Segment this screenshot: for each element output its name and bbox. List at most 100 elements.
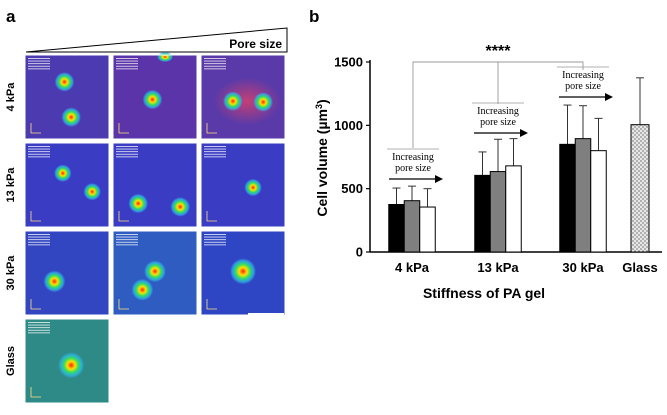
y-tick-label: 1500 <box>334 55 363 70</box>
tile-metadata-line <box>116 146 138 147</box>
tile-metadata-line <box>116 58 138 59</box>
tile-metadata-line <box>116 234 138 235</box>
y-tick-label: 0 <box>356 245 363 260</box>
tile-metadata-line <box>204 148 226 150</box>
annotation-text: Increasing <box>477 106 519 117</box>
tile-metadata-line <box>116 239 138 241</box>
tile-border <box>112 230 198 316</box>
cell-blob <box>83 182 101 201</box>
tile-metadata-line <box>28 148 50 150</box>
micrograph-tile <box>112 230 198 316</box>
bar <box>489 171 507 253</box>
bar <box>630 124 650 253</box>
bar <box>388 204 405 253</box>
cell-blob <box>43 270 66 293</box>
y-tick-label: 500 <box>341 181 363 196</box>
tile-border <box>200 230 286 316</box>
cell-blob <box>157 52 174 62</box>
bar <box>403 200 421 253</box>
significance-stars: **** <box>486 43 512 60</box>
micrograph-grid: 4 kPa 13 kPa 30 kPa Glass <box>5 52 286 404</box>
tile-axes-icon <box>30 387 41 398</box>
tile-background <box>201 143 285 227</box>
bar <box>590 150 607 253</box>
tile-metadata-line <box>28 236 50 238</box>
tile-metadata-line <box>204 156 226 158</box>
tile-border <box>24 54 110 140</box>
significance-bracket: **** <box>412 43 584 148</box>
tile-metadata-line <box>116 236 138 238</box>
tile-metadata-line <box>204 146 226 147</box>
x-tick-label: 4 kPa <box>395 260 430 275</box>
tile-metadata-line <box>204 151 226 153</box>
y-axis-title: Cell volume (µm3) <box>314 99 330 216</box>
micrograph-tile <box>24 54 110 140</box>
tile-metadata-line <box>204 153 226 155</box>
tile-metadata-line <box>28 60 50 62</box>
tile-metadata-line <box>28 322 50 323</box>
tile-metadata-line <box>204 65 226 67</box>
tile-axes-icon <box>206 211 217 222</box>
row-label: Glass <box>5 346 17 376</box>
bar <box>505 165 522 253</box>
annotation-text-line2: pore size <box>480 117 516 128</box>
x-tick-label: 13 kPa <box>477 260 519 275</box>
micrograph-tile <box>200 230 286 316</box>
tile-axes-icon <box>30 123 41 134</box>
tile-metadata-line <box>116 241 138 243</box>
tile-halo <box>213 77 281 125</box>
pore-size-wedge <box>25 27 288 53</box>
tile-border <box>24 318 110 404</box>
tile-metadata-line <box>28 68 50 70</box>
pore-size-label: Pore size <box>229 37 282 51</box>
bar-chart: 0 500 1000 1500 4 kPa 13 kPa 30 kPa Glass Increa… <box>334 43 662 275</box>
micrograph-tile <box>112 52 198 140</box>
micrograph-tile <box>112 142 198 228</box>
cell-blob <box>61 107 82 127</box>
tile-border <box>200 142 286 228</box>
tile-metadata-line <box>28 153 50 155</box>
bar <box>559 143 576 253</box>
annotation-text: Increasing <box>392 152 434 163</box>
cell-blob <box>244 178 262 197</box>
panel-b-letter: b <box>309 7 319 26</box>
tile-metadata-line <box>116 65 138 67</box>
tile-metadata-line <box>28 156 50 158</box>
bar <box>474 174 491 253</box>
tile-axes-icon <box>118 123 129 134</box>
tile-metadata-line <box>204 239 226 241</box>
panel-a: a Pore size 4 kPa 13 kPa 30 kPa Glass <box>5 7 288 404</box>
tile-metadata-line <box>116 153 138 155</box>
tile-metadata-line <box>116 63 138 65</box>
tile-border <box>24 142 110 228</box>
tile-axes-icon <box>206 299 217 310</box>
tile-border <box>112 142 198 228</box>
tile-metadata-line <box>116 151 138 153</box>
tile-border <box>24 230 110 316</box>
tile-metadata-line <box>204 236 226 238</box>
annotation-text-line2: pore size <box>395 163 431 174</box>
tile-axes-icon <box>30 211 41 222</box>
micrograph-tile <box>200 142 286 228</box>
cell-blob <box>144 260 166 283</box>
x-axis-title: Stiffness of PA gel <box>423 285 545 301</box>
cell-blob <box>58 352 85 379</box>
tile-metadata-line <box>28 241 50 243</box>
cell-blob <box>229 258 257 285</box>
tile-metadata-line <box>28 151 50 153</box>
tile-metadata-line <box>28 329 50 331</box>
tile-metadata-line <box>116 68 138 70</box>
tile-metadata-line <box>204 241 226 243</box>
tile-metadata-line <box>204 68 226 70</box>
tile-metadata-line <box>204 63 226 65</box>
tile-metadata-line <box>28 324 50 326</box>
row-label: 30 kPa <box>5 255 17 291</box>
micrograph-tile <box>200 54 286 140</box>
tile-metadata-line <box>116 156 138 158</box>
micrograph-tile <box>24 230 110 316</box>
tile-metadata-line <box>116 244 138 246</box>
bar <box>574 138 592 253</box>
